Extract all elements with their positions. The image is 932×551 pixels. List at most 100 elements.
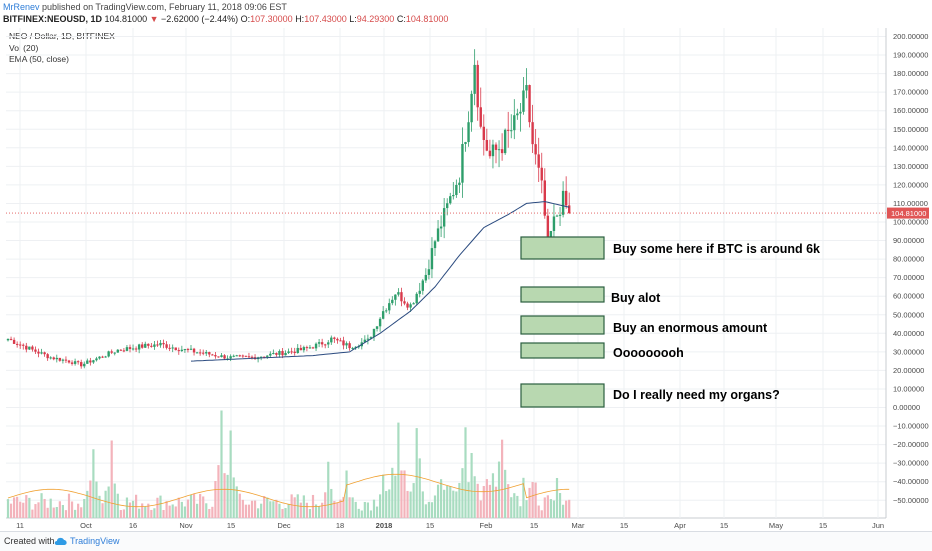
candle-body: [424, 274, 428, 281]
y-tick-label: 60.00000: [893, 292, 924, 301]
candle-body: [436, 228, 440, 242]
volume-bar: [229, 430, 232, 518]
volume-bar: [501, 439, 504, 518]
volume-bar: [525, 500, 528, 518]
candle-body: [232, 355, 235, 357]
volume-bar: [31, 509, 34, 518]
x-tick-label: 11: [16, 521, 24, 530]
volume-bar: [568, 499, 571, 518]
candle-body: [302, 347, 306, 351]
volume-bar: [382, 474, 385, 518]
candle-body: [15, 343, 19, 345]
volume-bar: [351, 497, 354, 518]
x-tick-label: 15: [227, 521, 235, 530]
candle-body: [272, 353, 275, 355]
volume-bar: [37, 502, 40, 518]
legend-ema[interactable]: EMA (50, close): [9, 54, 69, 64]
volume-bar: [513, 493, 516, 518]
candle-body: [339, 340, 342, 342]
candle-body: [442, 208, 446, 227]
volume-bar: [153, 508, 156, 518]
candle-body: [296, 347, 299, 354]
volume-bar: [278, 503, 281, 518]
candle-body: [174, 347, 177, 351]
candle-body: [110, 351, 113, 353]
tradingview-cloud-icon[interactable]: [53, 534, 69, 548]
volume-bar: [247, 504, 251, 518]
tradingview-brand[interactable]: TradingView: [70, 536, 120, 546]
volume-bar: [476, 483, 479, 518]
candle-body: [131, 348, 135, 350]
ema-line: [190, 201, 570, 362]
volume-bar: [214, 481, 217, 518]
y-tick-label: 30.00000: [893, 347, 924, 356]
volume-bar: [372, 499, 376, 518]
candle-body: [208, 352, 211, 355]
price-chart[interactable]: 200.00000190.00000180.00000170.00000160.…: [0, 0, 932, 531]
candle-body: [141, 344, 144, 348]
volume-bar: [467, 482, 470, 518]
volume-bar: [385, 491, 388, 518]
volume-bar: [339, 499, 342, 518]
candle-body: [67, 360, 71, 363]
candle-body: [183, 349, 187, 351]
y-tick-label: 100.00000: [893, 218, 928, 227]
author-link[interactable]: MrRenev: [3, 2, 40, 12]
candle-body: [284, 353, 287, 356]
candle-body: [46, 354, 49, 359]
candle-body: [372, 328, 376, 338]
candle-body: [119, 349, 123, 351]
chart-header: MrRenev published on TradingView.com, Fe…: [0, 0, 932, 28]
candle-body: [522, 90, 525, 112]
volume-bar: [555, 478, 559, 518]
candle-body: [375, 326, 379, 329]
annotation-text: Buy an enormous amount: [613, 321, 768, 335]
candle-body: [214, 355, 217, 357]
candle-body: [421, 280, 424, 291]
volume-bar: [147, 503, 150, 518]
publish-line: MrRenev published on TradingView.com, Fe…: [3, 2, 287, 12]
volume-bar: [424, 504, 427, 518]
volume-bar: [522, 477, 525, 518]
candle-body: [31, 346, 34, 350]
y-tick-label: 130.00000: [893, 162, 928, 171]
legend-volume[interactable]: Vol (20): [9, 42, 39, 53]
volume-bar: [534, 482, 537, 518]
candle-body: [409, 304, 412, 308]
candle-body: [52, 357, 55, 360]
candle-body: [363, 339, 367, 343]
candle-body: [488, 150, 492, 157]
y-tick-label: 20.00000: [893, 366, 924, 375]
open-value: 107.30000: [250, 14, 293, 24]
volume-bar: [250, 500, 254, 518]
y-tick-label: −20.00000: [893, 440, 929, 449]
volume-bar: [263, 496, 266, 518]
volume-bar: [226, 474, 229, 518]
volume-bar: [455, 491, 458, 518]
candle-body: [49, 357, 52, 359]
volume-bar: [449, 486, 452, 518]
y-tick-label: 170.00000: [893, 88, 928, 97]
candle-body: [564, 190, 568, 206]
volume-bar: [162, 509, 165, 518]
candle-body: [354, 346, 357, 348]
candle-body: [415, 293, 418, 304]
candle-body: [217, 356, 220, 358]
candle-body: [458, 182, 461, 185]
candle-body: [165, 344, 168, 348]
candle-body: [503, 129, 507, 154]
volume-bar: [345, 470, 348, 518]
volume-bar: [159, 495, 162, 518]
candle-body: [330, 337, 333, 343]
x-tick-label: 15: [530, 521, 538, 530]
volume-bar: [64, 510, 68, 518]
volume-bar: [9, 503, 13, 518]
volume-bar: [379, 494, 382, 518]
volume-bar: [516, 495, 519, 518]
volume-bar: [284, 508, 287, 518]
volume-bar: [269, 501, 272, 518]
candle-body: [34, 349, 37, 352]
volume-bar: [165, 501, 168, 518]
candle-body: [473, 64, 476, 94]
annotation-text: Buy alot: [611, 291, 661, 305]
